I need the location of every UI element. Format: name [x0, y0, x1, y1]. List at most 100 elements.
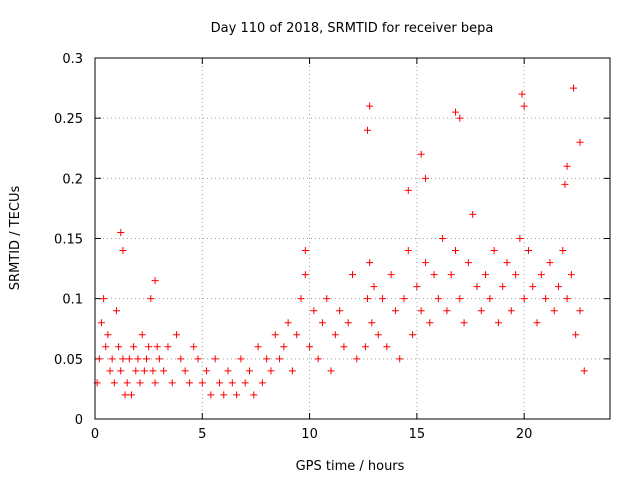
data-point: [503, 259, 511, 267]
data-point: [177, 355, 185, 363]
data-point: [246, 367, 253, 375]
data-point: [364, 295, 372, 303]
data-point: [499, 283, 507, 291]
data-point: [160, 367, 168, 375]
data-point: [138, 331, 146, 339]
data-point: [576, 307, 584, 315]
data-point: [404, 247, 412, 255]
data-point: [323, 295, 331, 303]
data-point: [293, 331, 301, 339]
data-point: [374, 331, 382, 339]
data-point: [102, 343, 110, 351]
data-point: [344, 319, 352, 327]
data-point: [404, 186, 412, 194]
data-point: [143, 355, 150, 363]
data-point: [533, 319, 541, 327]
data-point: [520, 295, 528, 303]
data-point: [280, 343, 288, 351]
data-point: [413, 283, 421, 291]
data-point: [127, 391, 135, 399]
x-tick-label: 15: [409, 427, 426, 442]
data-point: [314, 355, 322, 363]
data-point: [173, 331, 181, 339]
data-point: [115, 343, 123, 351]
data-point: [563, 162, 571, 170]
data-point: [366, 259, 374, 267]
data-point: [512, 271, 520, 279]
data-point: [224, 367, 232, 375]
data-point: [318, 319, 326, 327]
data-point: [136, 379, 144, 387]
data-point: [507, 307, 515, 315]
data-point: [237, 355, 245, 363]
data-point: [95, 355, 103, 363]
data-point: [409, 331, 417, 339]
data-point: [396, 355, 404, 363]
data-point: [555, 283, 562, 291]
chart-title: Day 110 of 2018, SRMTID for receiver bep…: [211, 21, 494, 36]
data-point: [207, 391, 215, 399]
data-point: [537, 271, 545, 279]
data-point: [284, 319, 292, 327]
y-tick-label: 0.3: [62, 52, 83, 67]
data-point: [452, 108, 459, 116]
y-tick-label: 0: [75, 413, 83, 428]
data-point: [570, 84, 578, 92]
data-point: [297, 295, 305, 303]
data-point: [366, 102, 374, 110]
data-point: [486, 295, 494, 303]
data-point: [145, 343, 153, 351]
data-point: [301, 271, 309, 279]
data-point: [387, 271, 395, 279]
data-point: [490, 247, 498, 255]
data-point: [130, 343, 138, 351]
data-point: [267, 367, 275, 375]
data-point: [469, 210, 477, 218]
data-point: [123, 379, 131, 387]
data-point: [190, 343, 198, 351]
data-point: [288, 367, 296, 375]
data-point: [494, 319, 502, 327]
x-tick-label: 5: [198, 427, 206, 442]
data-point: [220, 391, 228, 399]
data-point: [181, 367, 189, 375]
data-point: [132, 367, 140, 375]
data-point: [417, 307, 425, 315]
data-point: [271, 331, 279, 339]
data-point: [119, 355, 127, 363]
data-point: [228, 379, 236, 387]
data-point: [336, 307, 344, 315]
y-tick-label: 0.2: [62, 172, 83, 187]
gridlines: [95, 58, 610, 419]
data-point: [550, 307, 558, 315]
data-point: [125, 355, 133, 363]
data-point: [198, 379, 206, 387]
data-point: [464, 259, 472, 267]
data-point: [151, 379, 159, 387]
data-point: [110, 379, 118, 387]
data-point: [518, 90, 526, 98]
data-point: [241, 379, 249, 387]
data-point: [542, 295, 550, 303]
data-point: [258, 379, 266, 387]
data-point: [567, 271, 575, 279]
y-tick-label: 0.05: [54, 353, 83, 368]
data-point: [211, 355, 219, 363]
data-point: [121, 391, 129, 399]
data-point: [327, 367, 335, 375]
plot-frame: [94, 57, 611, 420]
data-point: [400, 295, 408, 303]
x-axis-label: GPS time / hours: [296, 459, 405, 474]
data-point: [524, 247, 532, 255]
data-point: [250, 391, 258, 399]
data-point: [456, 295, 464, 303]
data-point: [104, 331, 112, 339]
data-point: [149, 367, 157, 375]
data-point: [301, 247, 309, 255]
data-point: [561, 180, 569, 188]
data-point: [153, 343, 161, 351]
y-axis-label: SRMTID / TECUs: [8, 186, 23, 291]
data-point: [112, 307, 120, 315]
